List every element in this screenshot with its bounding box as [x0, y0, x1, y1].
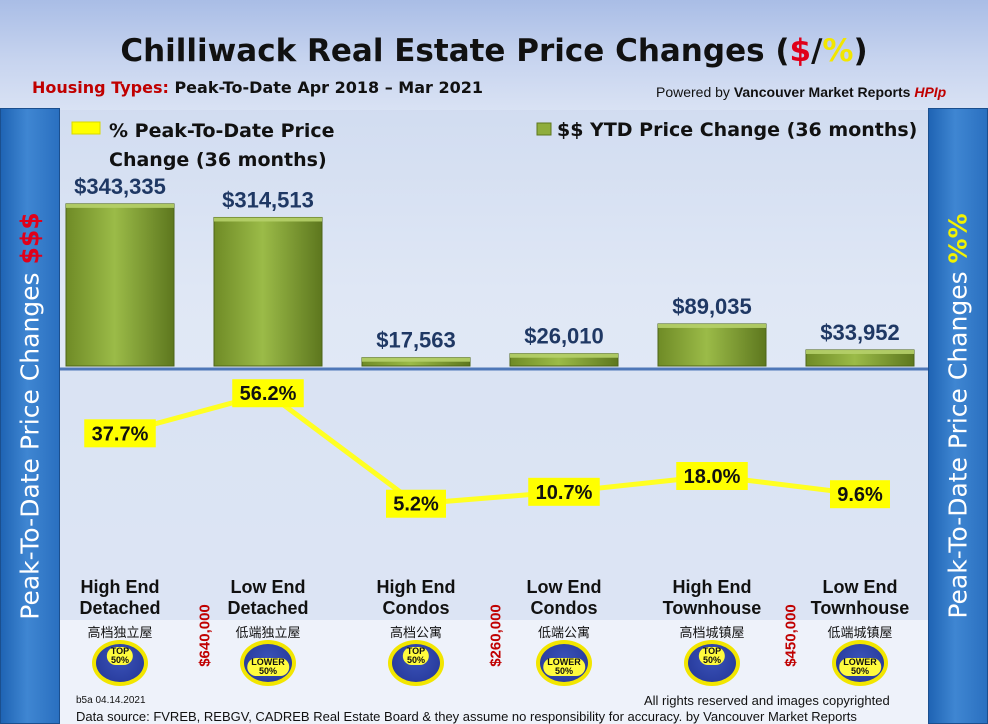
tier-badge-label: TOP 50%	[698, 647, 726, 665]
bar	[657, 323, 767, 367]
category-label: High End Detached	[79, 577, 161, 618]
pct-label-box	[830, 480, 890, 509]
pct-label-box	[528, 477, 600, 506]
subtitle-label: Housing Types:	[32, 78, 169, 97]
tier-badge-icon: LOWER 50%	[832, 640, 888, 686]
pct-label-box	[386, 489, 446, 518]
powered-by: Powered by Vancouver Market Reports HPIp	[656, 84, 946, 100]
version-note: b5a 04.14.2021	[76, 695, 146, 706]
category-label: High End Townhouse	[662, 577, 762, 618]
bar-value-label: $26,010	[524, 324, 604, 349]
pct-value-label: 37.7%	[92, 423, 149, 445]
legend-pct-swatch	[71, 121, 101, 135]
bar	[213, 216, 323, 367]
category-label-cn: 高档城镇屋	[679, 626, 745, 641]
bar-series: $343,335 $314,513 $17,563 $26,010 $89,035 $33…	[65, 174, 915, 367]
powered-brand: HPIp	[914, 84, 947, 100]
title-text: Chilliwack Real Estate Price Changes (	[120, 33, 790, 69]
bar-highlight	[658, 323, 766, 328]
bar-highlight	[362, 357, 470, 362]
footer-panel	[60, 620, 928, 724]
bar-highlight	[510, 353, 618, 358]
pct-point: 5.2%	[386, 489, 446, 518]
tier-badge-label: TOP 50%	[106, 647, 134, 665]
price-threshold: $640,000	[196, 604, 214, 667]
pct-series: 37.7% 56.2% 5.2% 10.7% 18.0% 9.6%	[84, 379, 890, 518]
bar-highlight	[66, 203, 174, 208]
price-threshold: $260,000	[487, 604, 505, 667]
pct-point: 18.0%	[676, 462, 748, 490]
tier-badge-icon: TOP 50%	[684, 640, 740, 686]
tier-badge-icon: TOP 50%	[92, 640, 148, 686]
tier-badge-icon: LOWER 50%	[240, 640, 296, 686]
category-label: Low End Condos	[526, 577, 602, 618]
bar-highlight	[214, 217, 322, 222]
bar-value-label: $33,952	[820, 320, 900, 345]
tier-badge-label: LOWER 50%	[247, 658, 289, 676]
legend-pct-text-2: Change (36 months)	[109, 149, 327, 171]
title-suffix: )	[853, 33, 868, 69]
category-label: Low End Detached	[227, 577, 309, 618]
pct-value-label: 9.6%	[837, 484, 883, 506]
title-percent: %	[822, 33, 854, 69]
legend-usd-text: $$ YTD Price Change (36 months)	[557, 119, 917, 141]
pct-point: 9.6%	[830, 480, 890, 509]
bar-value-label: $89,035	[672, 294, 752, 319]
copyright-note: All rights reserved and images copyright…	[644, 693, 890, 708]
price-threshold: $450,000	[782, 604, 800, 667]
legend-usd-swatch	[536, 122, 552, 136]
bar-value-label: $17,563	[376, 328, 456, 353]
legend-item-usd: $$ YTD Price Change (36 months)	[536, 119, 917, 141]
bar-value-label: $343,335	[74, 174, 166, 199]
legend-item-pct: % Peak-To-Date Price Change (36 months)	[71, 120, 335, 171]
legend-pct-text-1: % Peak-To-Date Price	[109, 120, 335, 142]
category-label-cn: 高档独立屋	[87, 626, 153, 641]
powered-prefix: Powered by	[656, 84, 730, 100]
left-side-panel: Peak-To-Date Price Changes $$$	[0, 108, 60, 724]
tier-badge-label: TOP 50%	[402, 647, 430, 665]
tier-badge-icon: TOP 50%	[388, 640, 444, 686]
pct-value-label: 5.2%	[393, 494, 439, 516]
category-label-cn: 低端独立屋	[235, 626, 301, 641]
legend: % Peak-To-Date Price Change (36 months) …	[71, 119, 917, 171]
category-label-cn: 低端公寓	[537, 626, 590, 641]
pct-value-label: 10.7%	[536, 482, 593, 504]
title-dollar: $	[789, 33, 812, 69]
powered-company: Vancouver Market Reports	[733, 84, 911, 100]
bar	[65, 203, 175, 367]
pct-label-box	[676, 462, 748, 490]
tier-badge-icon: LOWER 50%	[536, 640, 592, 686]
chart-subtitle: Housing Types: Peak-To-Date Apr 2018 – M…	[32, 78, 483, 97]
category-label-cn: 高档公寓	[389, 626, 442, 641]
bar-highlight	[806, 349, 914, 354]
pct-label-box	[84, 419, 156, 448]
data-source-note: Data source: FVREB, REBGV, CADREB Real E…	[76, 709, 857, 724]
tier-badge-label: LOWER 50%	[839, 658, 881, 676]
chart-title: Chilliwack Real Estate Price Changes ($/…	[0, 33, 988, 69]
category-label-cn: 低端城镇屋	[827, 626, 893, 641]
category-label: High End Condos	[376, 577, 456, 618]
subtitle-period: Peak-To-Date Apr 2018 – Mar 2021	[174, 78, 484, 97]
pct-point: 37.7%	[84, 419, 156, 448]
pct-label-box	[232, 379, 304, 408]
tier-badge-label: LOWER 50%	[543, 658, 585, 676]
category-label: Low End Townhouse	[810, 577, 910, 618]
pct-point: 10.7%	[528, 477, 600, 506]
title-slash: /	[811, 33, 823, 69]
pct-value-label: 56.2%	[240, 383, 297, 405]
pct-value-label: 18.0%	[684, 466, 741, 488]
pct-point: 56.2%	[232, 379, 304, 408]
header-band	[0, 0, 988, 110]
bar-value-label: $314,513	[222, 187, 314, 212]
